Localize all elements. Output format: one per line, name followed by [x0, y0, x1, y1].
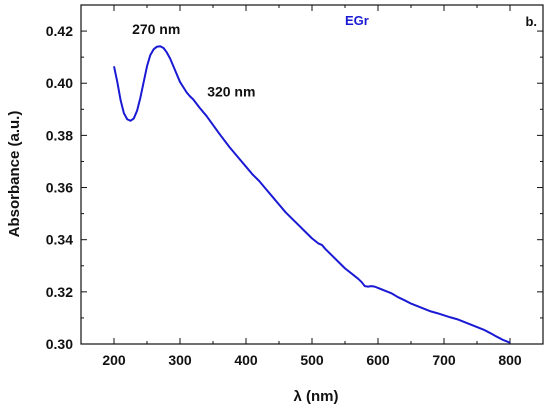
- x-axis-title: λ (nm): [294, 388, 339, 405]
- x-tick-label: 800: [498, 352, 522, 368]
- x-tick-label: 400: [234, 352, 258, 368]
- x-tick-label: 700: [432, 352, 456, 368]
- y-tick-label: 0.30: [46, 336, 73, 352]
- y-tick-label: 0.34: [46, 232, 73, 248]
- x-tick-label: 200: [102, 352, 126, 368]
- annotation-label: 320 nm: [207, 83, 255, 99]
- x-tick-label: 500: [300, 352, 324, 368]
- panel-label: b.: [525, 14, 537, 29]
- annotation-label: 270 nm: [132, 21, 180, 37]
- y-tick-label: 0.42: [46, 23, 73, 39]
- y-tick-label: 0.40: [46, 75, 73, 91]
- x-tick-label: 600: [366, 352, 390, 368]
- y-tick-label: 0.36: [46, 180, 73, 196]
- y-tick-label: 0.38: [46, 127, 73, 143]
- annotations: 270 nm 320 nm: [132, 21, 255, 99]
- series-line-0: [113, 45, 511, 344]
- x-tick-label: 300: [168, 352, 192, 368]
- legend-label-egr: EGr: [345, 13, 369, 28]
- y-tick-label: 0.32: [46, 284, 73, 300]
- series-layer: [113, 45, 511, 344]
- ticks: 200 300 400 500 600 700 800 0.30 0.32 0.34 0.36 0.3…: [46, 5, 544, 368]
- y-axis-title: Absorbance (a.u.): [6, 111, 23, 238]
